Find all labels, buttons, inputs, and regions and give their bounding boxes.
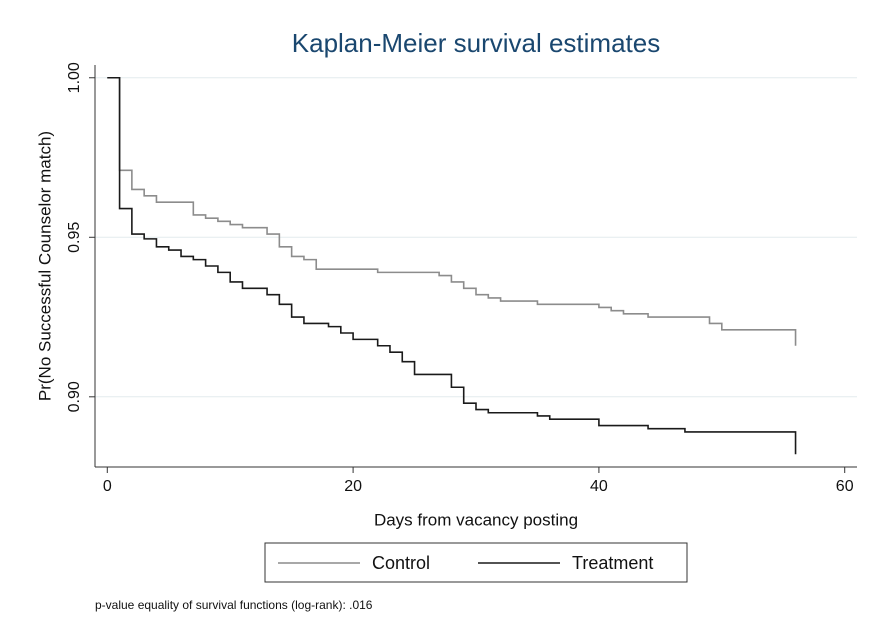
y-axis-label: Pr(No Successful Counselor match) [35, 131, 54, 401]
x-tick-label: 20 [344, 478, 362, 495]
x-tick-label: 60 [836, 478, 854, 495]
legend-label: Treatment [572, 553, 653, 573]
y-tick-label: 0.95 [66, 222, 83, 253]
legend-label: Control [372, 553, 430, 573]
note: p-value equality of survival functions (… [95, 598, 373, 612]
x-axis-label: Days from vacancy posting [374, 510, 578, 529]
y-tick-label: 1.00 [66, 62, 83, 93]
survival-line [107, 76, 797, 346]
y-tick-label: 0.90 [66, 381, 83, 412]
x-tick-label: 40 [590, 478, 608, 495]
x-tick-label: 0 [103, 478, 112, 495]
survival-line [107, 76, 797, 455]
chart-title: Kaplan-Meier survival estimates [292, 28, 660, 58]
